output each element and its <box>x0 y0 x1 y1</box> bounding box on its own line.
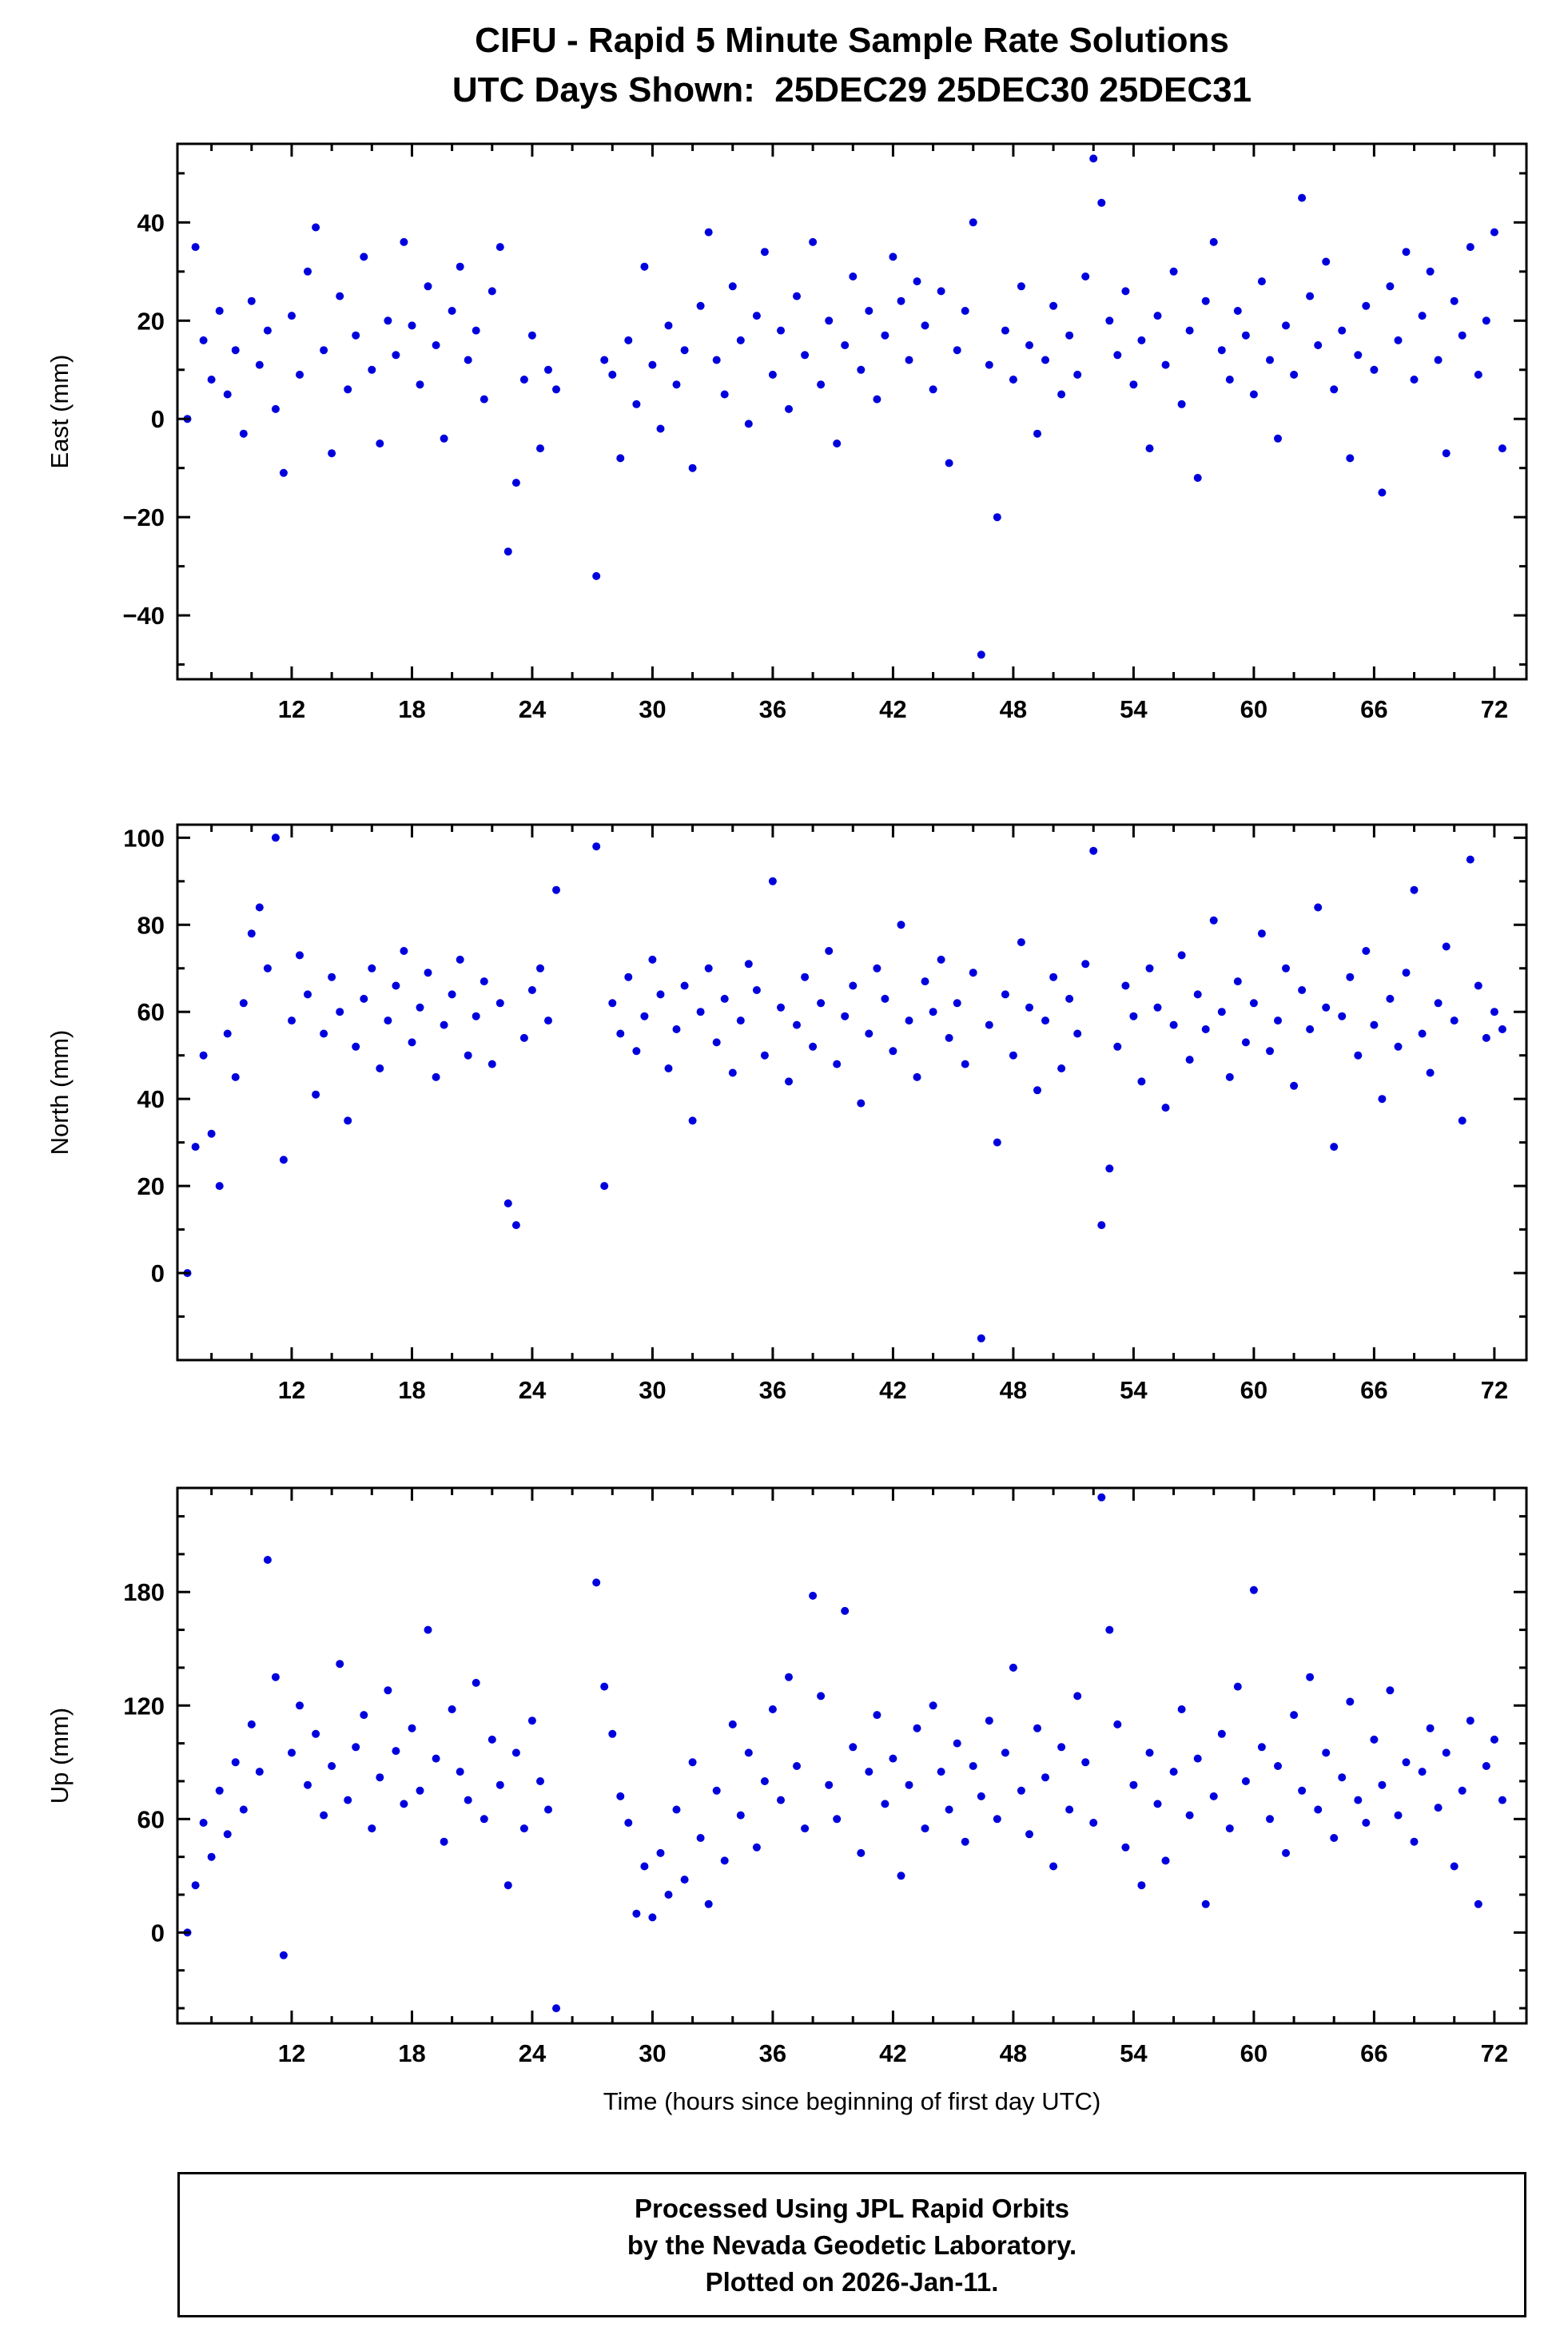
east-x-tick-label: 36 <box>759 695 786 723</box>
north-y-tick-label: 20 <box>137 1172 165 1200</box>
north-x-tick-label: 60 <box>1240 1376 1268 1404</box>
north-x-tick-label: 72 <box>1481 1376 1508 1404</box>
east-y-tick-label: −40 <box>122 602 165 630</box>
x-axis-label: Time (hours since beginning of first day… <box>603 2087 1101 2115</box>
footer-line-1: Processed Using JPL Rapid Orbits <box>634 2194 1070 2223</box>
north-x-tick-label: 66 <box>1360 1376 1387 1404</box>
up-y-tick-label: 120 <box>123 1692 165 1720</box>
up-y-tick-label: 0 <box>151 1919 165 1947</box>
scatter-points-up <box>183 1493 1506 2013</box>
up-x-tick-label: 48 <box>1000 2039 1027 2067</box>
north-x-tick-label: 54 <box>1120 1376 1148 1404</box>
east-x-tick-label: 60 <box>1240 695 1268 723</box>
north-axis-label: North (mm) <box>46 1029 74 1156</box>
east-x-tick-label: 24 <box>519 695 547 723</box>
footer-box: Processed Using JPL Rapid Orbits by the … <box>177 2172 1526 2317</box>
north-x-tick-label: 30 <box>639 1376 666 1404</box>
east-y-tick-label: 40 <box>137 209 165 237</box>
north-x-tick-label: 48 <box>1000 1376 1027 1404</box>
east-x-tick-label: 42 <box>879 695 906 723</box>
scatter-points-north <box>183 833 1506 1343</box>
east-x-tick-label: 48 <box>1000 695 1027 723</box>
east-x-tick-label: 30 <box>639 695 666 723</box>
north-y-tick-label: 100 <box>123 824 165 852</box>
north-plot-frame <box>176 823 1528 1362</box>
east-y-tick-label: 20 <box>137 307 165 335</box>
scatter-points-east <box>183 154 1506 659</box>
east-y-tick-label: 0 <box>151 405 165 433</box>
east-x-tick-label: 54 <box>1120 695 1148 723</box>
north-x-tick-label: 12 <box>278 1376 305 1404</box>
east-ticks <box>177 144 1526 679</box>
north-x-tick-label: 42 <box>879 1376 906 1404</box>
east-x-tick-label: 66 <box>1360 695 1387 723</box>
north-x-tick-label: 36 <box>759 1376 786 1404</box>
up-x-tick-label: 12 <box>278 2039 305 2067</box>
up-x-tick-label: 24 <box>519 2039 547 2067</box>
footer-line-3: Plotted on 2026-Jan-11. <box>705 2267 999 2297</box>
up-y-tick-label: 180 <box>123 1578 165 1606</box>
up-x-tick-label: 66 <box>1360 2039 1387 2067</box>
north-x-tick-label: 24 <box>519 1376 547 1404</box>
up-x-tick-label: 30 <box>639 2039 666 2067</box>
east-x-tick-label: 72 <box>1481 695 1508 723</box>
footer-line-2: by the Nevada Geodetic Laboratory. <box>627 2230 1077 2260</box>
north-y-tick-label: 0 <box>151 1259 165 1287</box>
chart-title: CIFU - Rapid 5 Minute Sample Rate Soluti… <box>475 21 1229 60</box>
north-x-tick-label: 18 <box>398 1376 425 1404</box>
north-y-tick-label: 80 <box>137 911 165 939</box>
chart-subtitle: UTC Days Shown: 25DEC29 25DEC30 25DEC31 <box>452 70 1252 109</box>
up-ticks <box>177 1488 1526 2023</box>
up-x-tick-label: 72 <box>1481 2039 1508 2067</box>
east-x-tick-label: 18 <box>398 695 425 723</box>
east-y-tick-label: −20 <box>122 503 165 531</box>
up-x-tick-label: 54 <box>1120 2039 1148 2067</box>
north-y-tick-label: 60 <box>137 998 165 1026</box>
east-x-tick-label: 12 <box>278 695 305 723</box>
up-axis-label: Up (mm) <box>46 1707 74 1804</box>
east-axis-label: East (mm) <box>46 354 74 469</box>
north-y-tick-label: 40 <box>137 1085 165 1113</box>
up-x-tick-label: 18 <box>398 2039 425 2067</box>
up-x-tick-label: 60 <box>1240 2039 1268 2067</box>
up-x-tick-label: 36 <box>759 2039 786 2067</box>
east-plot-frame <box>176 142 1528 681</box>
north-ticks <box>177 825 1526 1362</box>
up-y-tick-label: 60 <box>137 1805 165 1833</box>
up-x-tick-label: 42 <box>879 2039 906 2067</box>
